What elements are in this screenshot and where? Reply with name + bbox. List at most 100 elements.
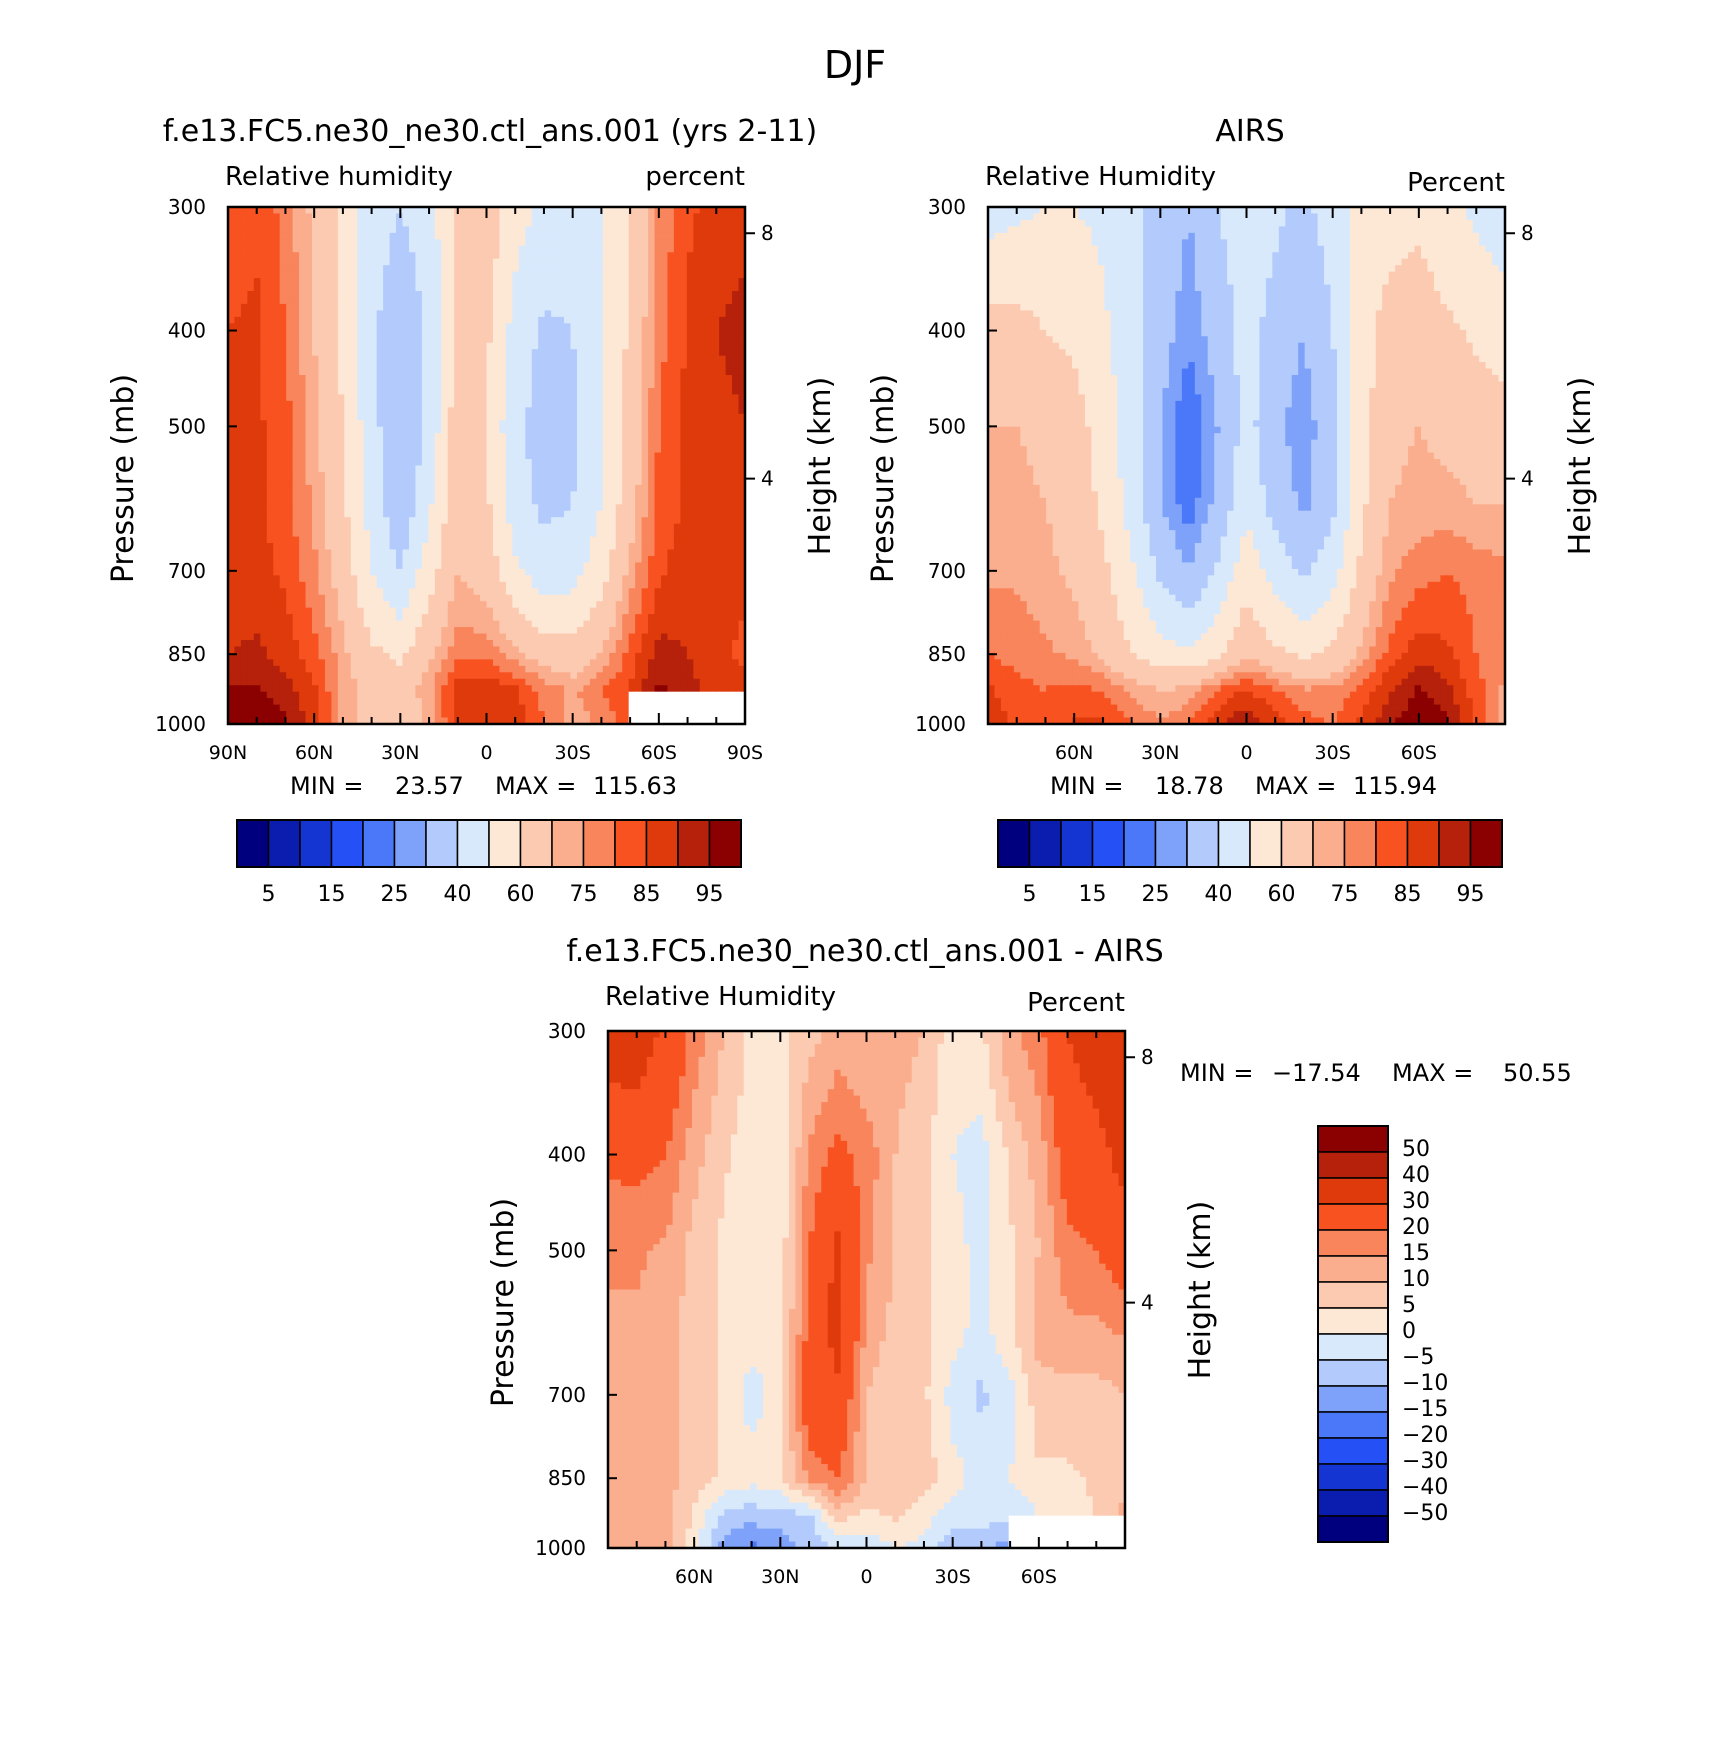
- heatmap-cell: [616, 213, 623, 220]
- heatmap-cell: [538, 601, 545, 608]
- heatmap-cell: [577, 323, 584, 330]
- heatmap-cell: [415, 595, 422, 602]
- heatmap-cell: [545, 323, 552, 330]
- heatmap-cell: [655, 569, 662, 576]
- heatmap-cell: [325, 272, 332, 279]
- heatmap-cell: [325, 356, 332, 363]
- heatmap-cell: [247, 478, 254, 485]
- heatmap-cell: [590, 601, 597, 608]
- heatmap-cell: [344, 407, 351, 414]
- heatmap-cell: [293, 478, 300, 485]
- heatmap-cell: [280, 569, 287, 576]
- heatmap-cell: [583, 369, 590, 376]
- heatmap-cell: [545, 394, 552, 401]
- heatmap-cell: [706, 356, 713, 363]
- heatmap-cell: [545, 556, 552, 563]
- heatmap-cell: [331, 272, 338, 279]
- heatmap-cell: [667, 369, 674, 376]
- heatmap-cell: [467, 213, 474, 220]
- heatmap-cell: [732, 427, 739, 434]
- heatmap-cell: [655, 349, 662, 356]
- heatmap-cell: [499, 575, 506, 582]
- heatmap-cell: [338, 394, 345, 401]
- heatmap-cell: [461, 252, 468, 259]
- heatmap-cell: [241, 575, 248, 582]
- heatmap-cell: [260, 369, 267, 376]
- heatmap-cell: [726, 569, 733, 576]
- heatmap-cell: [306, 543, 313, 550]
- heatmap-cell: [525, 595, 532, 602]
- heatmap-cell: [480, 446, 487, 453]
- heatmap-cell: [254, 459, 261, 466]
- heatmap-cell: [700, 239, 707, 246]
- heatmap-cell: [383, 420, 390, 427]
- heatmap-cell: [499, 569, 506, 576]
- heatmap-cell: [661, 446, 668, 453]
- heatmap-cell: [241, 362, 248, 369]
- heatmap-cell: [551, 213, 558, 220]
- heatmap-cell: [693, 369, 700, 376]
- heatmap-cell: [383, 265, 390, 272]
- heatmap-cell: [493, 407, 500, 414]
- heatmap-cell: [558, 356, 565, 363]
- heatmap-cell: [402, 537, 409, 544]
- heatmap-cell: [474, 226, 481, 233]
- heatmap-cell: [338, 246, 345, 253]
- heatmap-cell: [390, 220, 397, 227]
- heatmap-cell: [642, 414, 649, 421]
- heatmap-cell: [344, 427, 351, 434]
- heatmap-cell: [402, 265, 409, 272]
- heatmap-cell: [583, 336, 590, 343]
- heatmap-cell: [655, 472, 662, 479]
- heatmap-cell: [635, 272, 642, 279]
- heatmap-cell: [577, 588, 584, 595]
- heatmap-cell: [583, 297, 590, 304]
- heatmap-cell: [713, 588, 720, 595]
- heatmap-cell: [318, 601, 325, 608]
- heatmap-cell: [519, 226, 526, 233]
- heatmap-cell: [428, 472, 435, 479]
- heatmap-cell: [331, 375, 338, 382]
- heatmap-cell: [499, 252, 506, 259]
- heatmap-cell: [312, 349, 319, 356]
- heatmap-cell: [532, 259, 539, 266]
- heatmap-cell: [655, 226, 662, 233]
- heatmap-cell: [629, 239, 636, 246]
- heatmap-cell: [726, 356, 733, 363]
- heatmap-cell: [480, 226, 487, 233]
- heatmap-cell: [428, 504, 435, 511]
- heatmap-cell: [267, 356, 274, 363]
- heatmap-cell: [525, 278, 532, 285]
- heatmap-cell: [480, 595, 487, 602]
- heatmap-cell: [538, 569, 545, 576]
- heatmap-cell: [480, 259, 487, 266]
- heatmap-cell: [267, 246, 274, 253]
- heatmap-cell: [680, 562, 687, 569]
- heatmap-cell: [331, 530, 338, 537]
- heatmap-cell: [351, 265, 358, 272]
- heatmap-cell: [590, 304, 597, 311]
- heatmap-cell: [713, 550, 720, 557]
- heatmap-cell: [357, 588, 364, 595]
- heatmap-cell: [467, 472, 474, 479]
- heatmap-cell: [571, 472, 578, 479]
- heatmap-cell: [487, 511, 494, 518]
- heatmap-cell: [312, 595, 319, 602]
- heatmap-cell: [280, 278, 287, 285]
- heatmap-cell: [667, 233, 674, 240]
- heatmap-cell: [487, 582, 494, 589]
- heatmap-cell: [293, 394, 300, 401]
- heatmap-cell: [461, 265, 468, 272]
- heatmap-cell: [351, 453, 358, 460]
- heatmap-cell: [364, 265, 371, 272]
- heatmap-cell: [422, 517, 429, 524]
- heatmap-cell: [583, 265, 590, 272]
- heatmap-cell: [474, 401, 481, 408]
- heatmap-cell: [719, 349, 726, 356]
- heatmap-cell: [558, 459, 565, 466]
- heatmap-cell: [558, 388, 565, 395]
- heatmap-cell: [603, 414, 610, 421]
- heatmap-cell: [558, 265, 565, 272]
- heatmap-cell: [247, 491, 254, 498]
- heatmap-cell: [609, 272, 616, 279]
